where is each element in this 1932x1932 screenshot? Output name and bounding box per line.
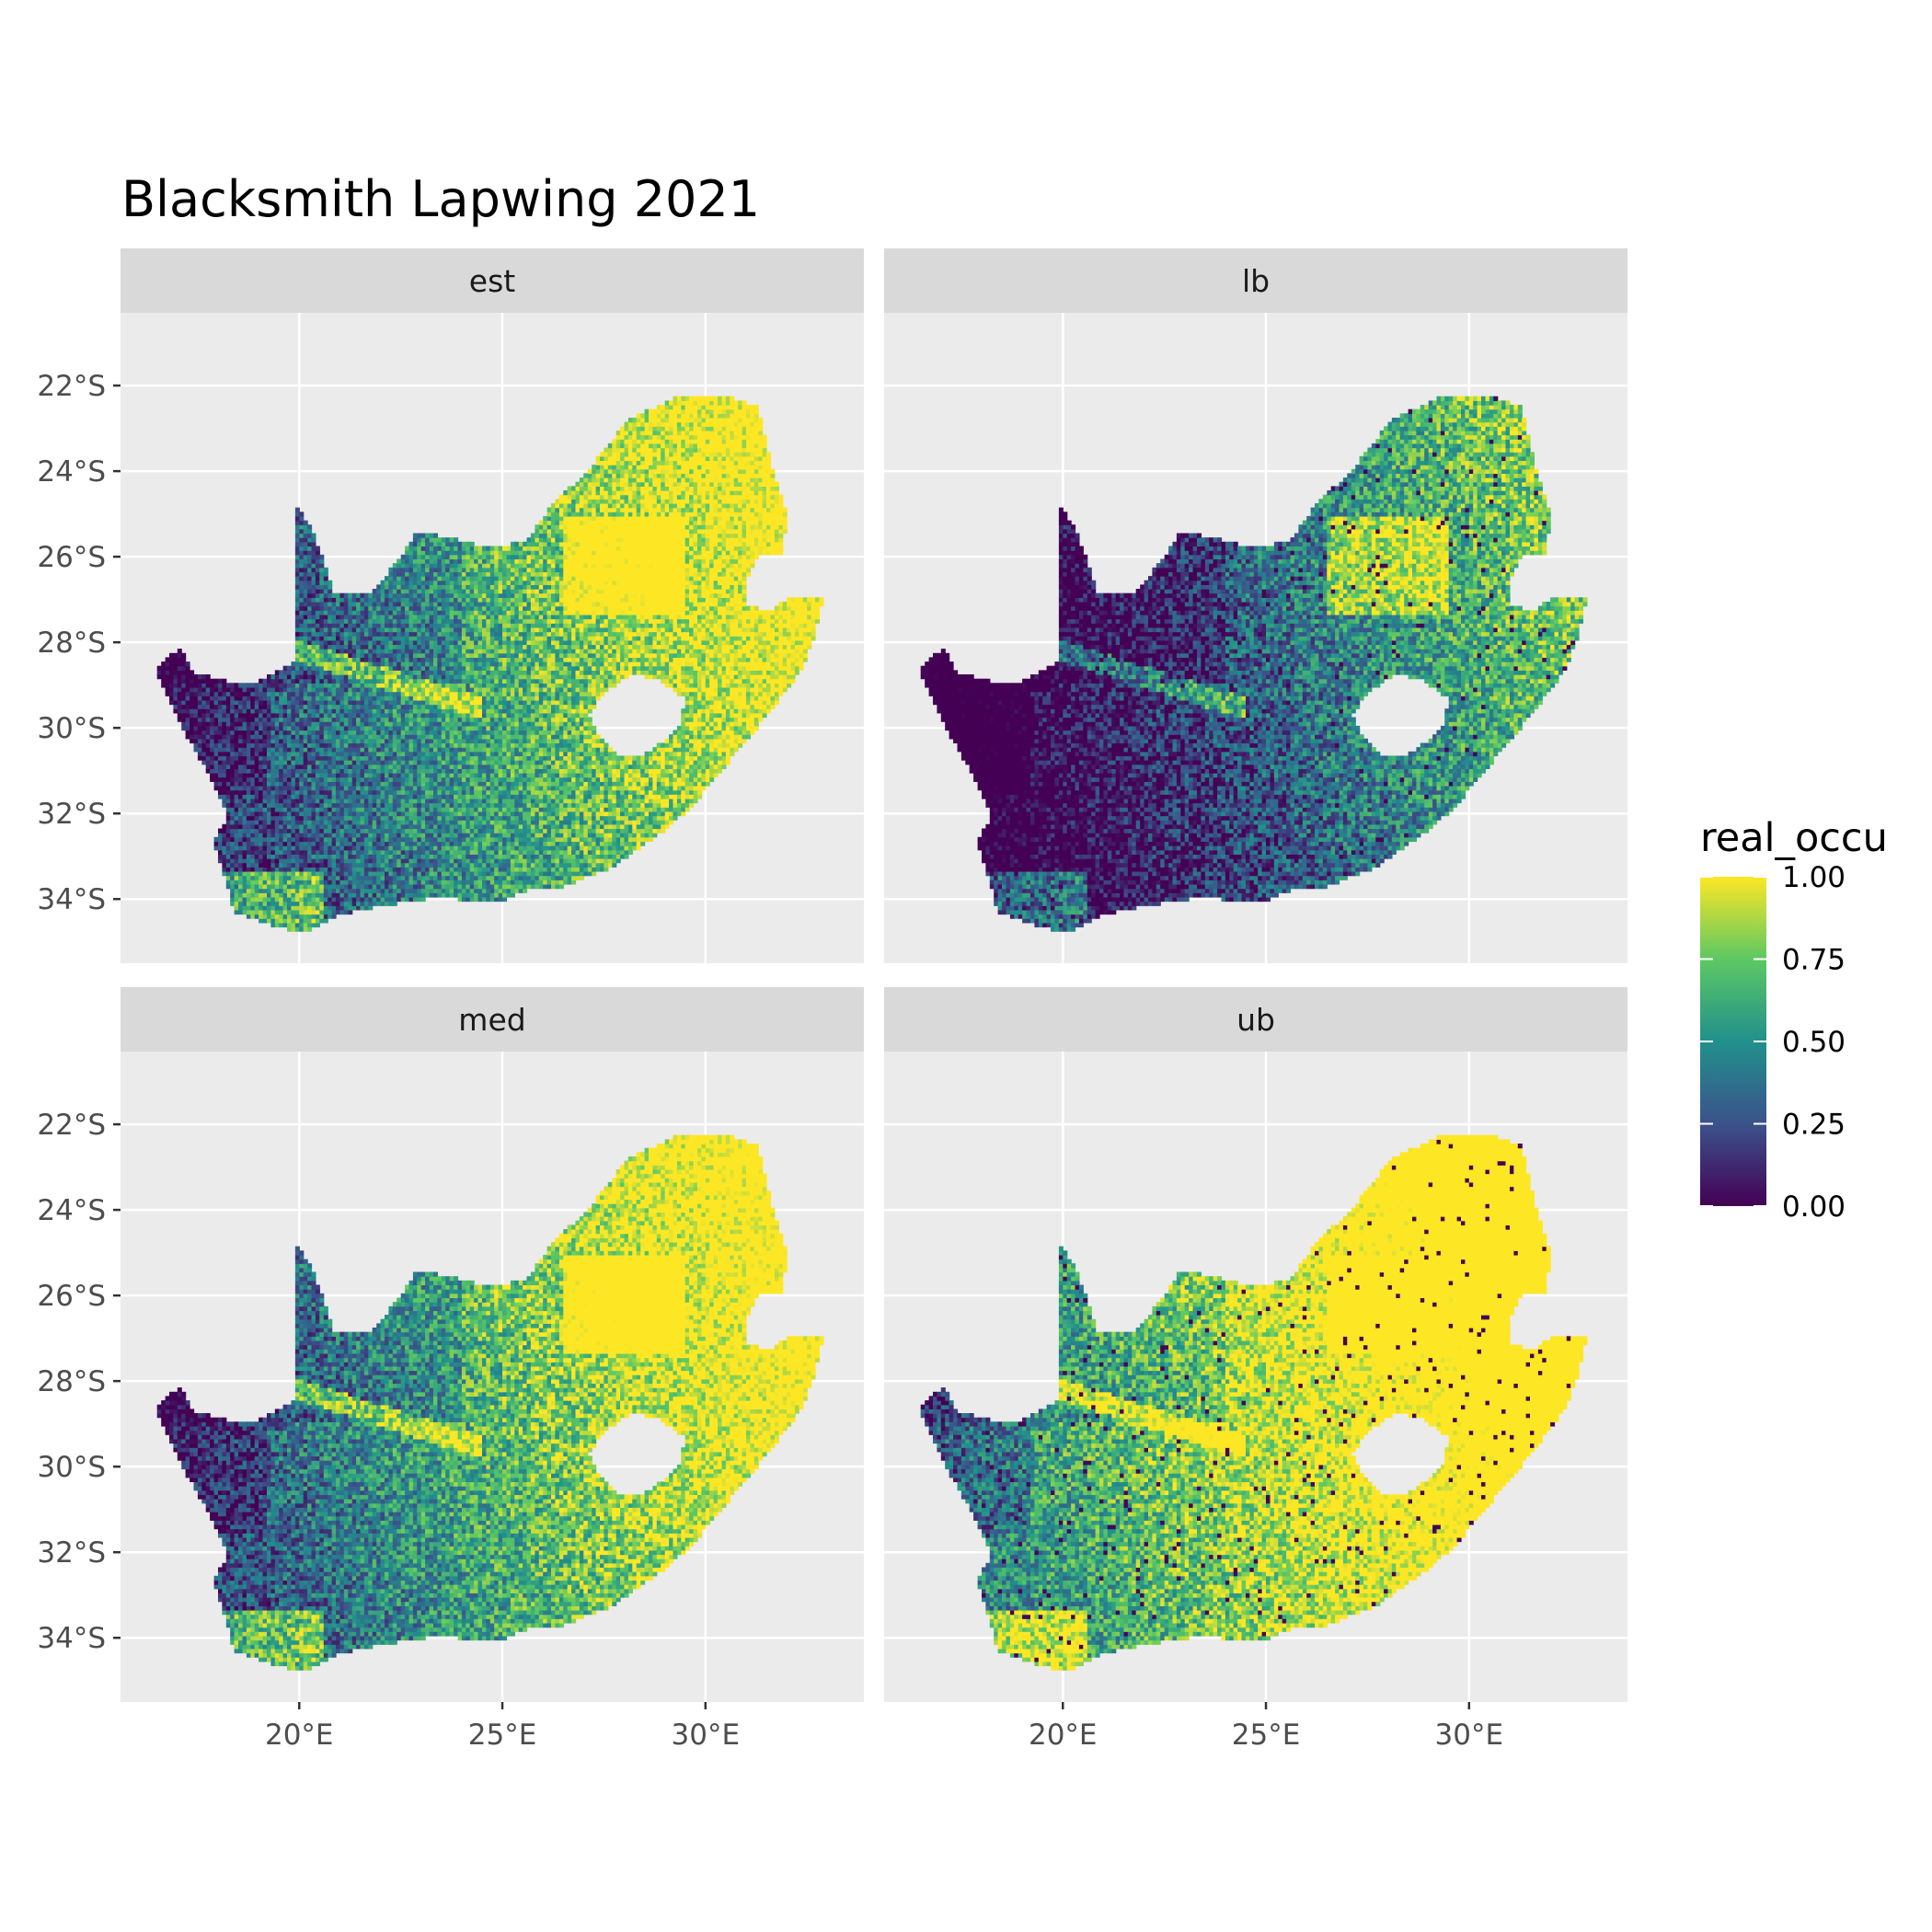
- legend-label: 0.75: [1782, 944, 1846, 977]
- occupancy-raster: [156, 396, 824, 932]
- x-axes: 20°E 25°E 30°E 20°E 25°E 30°E: [265, 1702, 1503, 1752]
- y-tick-label: 28°S: [37, 627, 106, 660]
- y-tick-label: 32°S: [37, 1536, 106, 1570]
- facet-strip-label: lb: [1242, 263, 1270, 299]
- y-tick-label: 28°S: [37, 1365, 106, 1398]
- facet-strip-label: med: [458, 1002, 525, 1038]
- y-tick-label: 22°S: [37, 1109, 106, 1142]
- occupancy-raster: [920, 1134, 1588, 1671]
- facet-strip: [884, 987, 1627, 1052]
- x-tick-label: 20°E: [265, 1719, 334, 1752]
- y-axes: 22°S 24°S 26°S 28°S 30°S 32°S 34°S 22°S 24°S 26°S…: [37, 370, 121, 1655]
- x-tick-label: 30°E: [672, 1719, 741, 1752]
- y-tick-label: 30°S: [37, 712, 106, 745]
- legend-ticks: 1.00 0.75 0.50 0.25 0.00: [1700, 861, 1846, 1224]
- y-tick-label: 22°S: [37, 370, 106, 403]
- legend-label: 0.50: [1782, 1026, 1846, 1059]
- y-tick-label: 26°S: [37, 1280, 106, 1313]
- y-tick-label: 30°S: [37, 1451, 106, 1484]
- facet-strip-label: ub: [1236, 1002, 1275, 1038]
- y-tick-label: 26°S: [37, 541, 106, 574]
- facet-panel-est: est: [121, 248, 864, 963]
- occupancy-raster: [920, 396, 1588, 932]
- legend-label: 0.25: [1782, 1109, 1846, 1142]
- legend-label: 0.00: [1782, 1190, 1846, 1224]
- facet-panels: est lb med ub: [121, 248, 1627, 1702]
- facet-strip: [121, 248, 864, 313]
- color-legend: real_occu 1.00 0.75 0.50 0.25 0.00: [1700, 815, 1888, 1224]
- y-tick-label: 34°S: [37, 883, 106, 916]
- y-tick-label: 24°S: [37, 455, 106, 489]
- x-tick-label: 30°E: [1435, 1719, 1504, 1752]
- y-tick-label: 34°S: [37, 1622, 106, 1655]
- x-tick-label: 25°E: [468, 1719, 537, 1752]
- facet-strip: [121, 987, 864, 1052]
- legend-label: 1.00: [1782, 861, 1846, 894]
- facet-strip: [884, 248, 1627, 313]
- legend-title: real_occu: [1700, 815, 1888, 861]
- facet-strip-label: est: [469, 263, 515, 299]
- figure-title: Blacksmith Lapwing 2021: [121, 170, 760, 228]
- facet-panel-lb: lb: [884, 248, 1627, 963]
- y-tick-label: 32°S: [37, 798, 106, 831]
- facet-panel-med: med: [121, 987, 864, 1702]
- x-tick-label: 20°E: [1029, 1719, 1098, 1752]
- occupancy-raster: [156, 1134, 824, 1671]
- facet-panel-ub: ub: [884, 987, 1627, 1702]
- x-tick-label: 25°E: [1232, 1719, 1301, 1752]
- y-tick-label: 24°S: [37, 1194, 106, 1227]
